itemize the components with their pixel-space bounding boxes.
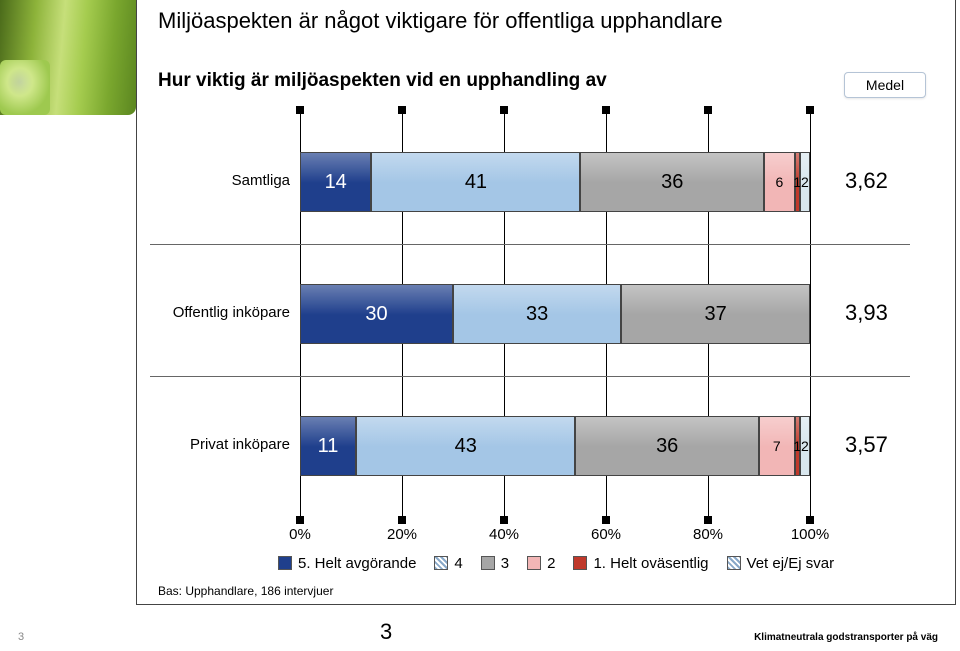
legend-swatch (481, 556, 495, 570)
legend-swatch (727, 556, 741, 570)
bar-segment-value: 43 (455, 435, 477, 458)
row-label: Privat inköpare (140, 436, 290, 453)
bar-segment-value: 30 (365, 303, 387, 326)
bar-segment-value: 2 (801, 174, 809, 190)
x-tick-label: 60% (591, 526, 621, 543)
row-label: Offentlig inköpare (140, 304, 290, 321)
x-tick-label: 40% (489, 526, 519, 543)
legend-swatch (278, 556, 292, 570)
slide-subtitle: Hur viktig är miljöaspekten vid en uppha… (158, 70, 607, 92)
bar-segment-value: 36 (661, 171, 683, 194)
legend-swatch (573, 556, 587, 570)
slide-title: Miljöaspekten är något viktigare för off… (158, 8, 723, 34)
bar-segment-value: 7 (773, 438, 781, 454)
row-label: Samtliga (140, 172, 290, 189)
decorative-banner (0, 0, 136, 115)
legend-swatch (527, 556, 541, 570)
bar-segment-value: 14 (325, 171, 347, 194)
stacked-bar-chart: 144136612Samtliga3,62303337Offentlig ink… (150, 108, 910, 588)
bar-segment: 43 (356, 416, 575, 476)
bar-segment-value: 41 (465, 171, 487, 194)
bar-segment-value: 36 (656, 435, 678, 458)
bar-track: 114336712 (300, 416, 810, 476)
bar-row: 144136612 (300, 152, 810, 212)
bar-segment: 36 (580, 152, 764, 212)
bar-segment: 11 (300, 416, 356, 476)
legend-swatch (434, 556, 448, 570)
legend: 5. Helt avgörande 4 3 2 1. Helt oväsentlig Ve… (260, 554, 900, 578)
bar-row: 114336712 (300, 416, 810, 476)
bar-track: 144136612 (300, 152, 810, 212)
legend-label: Vet ej/Ej svar (747, 555, 835, 572)
bar-segment: 30 (300, 284, 453, 344)
base-note: Bas: Upphandlare, 186 intervjuer (158, 584, 333, 598)
legend-label: 5. Helt avgörande (298, 555, 416, 572)
bar-segment-value: 6 (775, 174, 783, 190)
x-axis-labels: 0%20%40%60%80%100% (300, 526, 810, 546)
slide-number-small: 3 (18, 631, 24, 643)
bar-segment: 37 (621, 284, 810, 344)
bar-segment-value: 11 (318, 435, 339, 458)
x-tick-label: 100% (791, 526, 829, 543)
row-avg: 3,62 (845, 168, 888, 194)
gridline (810, 114, 811, 516)
legend-label: 4 (454, 555, 462, 572)
bar-segment: 7 (759, 416, 795, 476)
bar-segment: 36 (575, 416, 759, 476)
bar-segment-value: 2 (801, 438, 809, 454)
footer-text: Klimatneutrala godstransporter på väg (754, 632, 938, 643)
row-separator (150, 376, 910, 377)
x-tick-label: 20% (387, 526, 417, 543)
bar-segment-value: 37 (705, 303, 727, 326)
bar-track: 30 33 37 (300, 284, 810, 344)
bar-segment: 41 (371, 152, 580, 212)
row-avg: 3,57 (845, 432, 888, 458)
x-tick-label: 0% (289, 526, 311, 543)
bar-segment: 6 (764, 152, 795, 212)
page-number: 3 (380, 619, 392, 645)
bar-segment: 33 (453, 284, 621, 344)
bar-segment: 2 (800, 152, 810, 212)
plot-area: 144136612Samtliga3,62303337Offentlig ink… (300, 114, 810, 516)
row-separator (150, 244, 910, 245)
legend-label: 3 (501, 555, 509, 572)
bar-segment: 2 (800, 416, 810, 476)
legend-label: 2 (547, 555, 555, 572)
bar-segment-value: 33 (526, 303, 548, 326)
x-tick-label: 80% (693, 526, 723, 543)
row-avg: 3,93 (845, 300, 888, 326)
bar-segment: 14 (300, 152, 371, 212)
avg-header-badge: Medel (844, 72, 926, 98)
legend-label: 1. Helt oväsentlig (593, 555, 708, 572)
bar-row: 30 33 37 (300, 284, 810, 344)
